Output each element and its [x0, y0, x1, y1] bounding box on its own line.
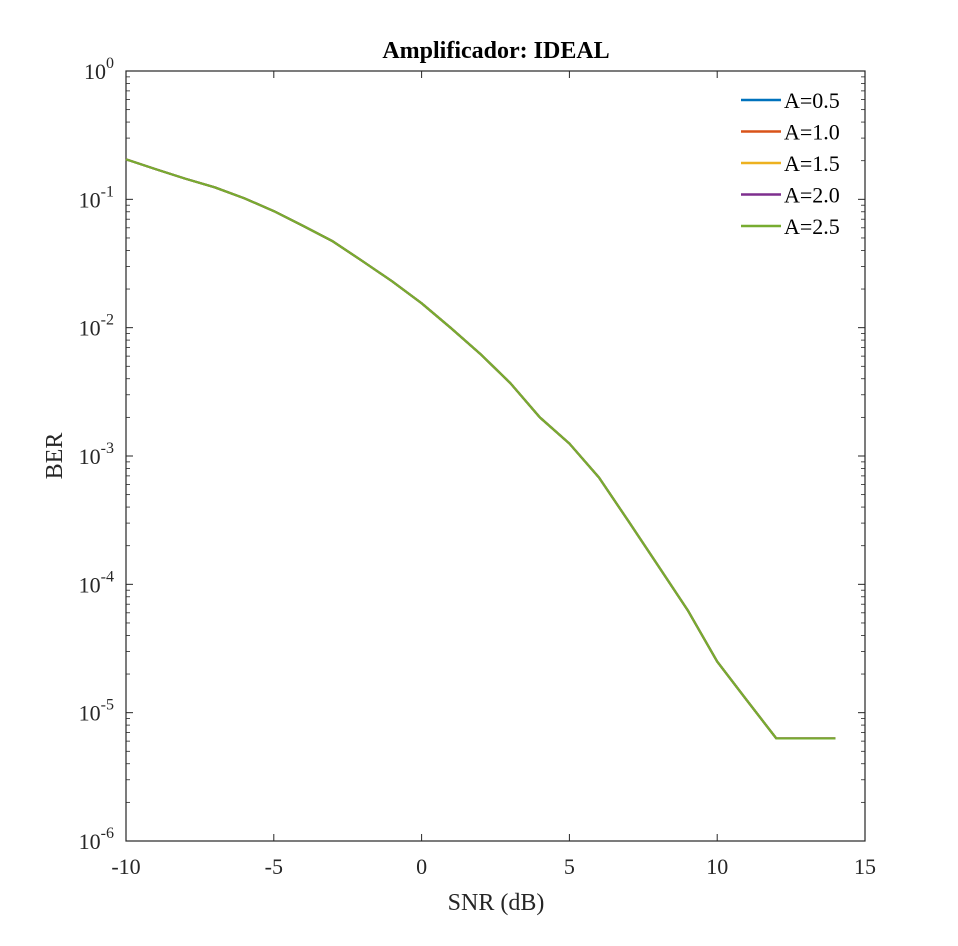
- y-tick-label: 10-2: [79, 312, 114, 341]
- y-tick-base: 10: [79, 444, 101, 469]
- y-axis-label: BER: [42, 433, 68, 480]
- plot-area: [125, 70, 866, 842]
- x-tick-label: -10: [111, 854, 140, 879]
- y-tick-exponent: 0: [106, 55, 114, 72]
- y-tick-base: 10: [84, 59, 106, 84]
- legend-label: A=1.0: [784, 120, 840, 145]
- legend-label: A=2.0: [784, 183, 840, 208]
- x-tick-label: 15: [854, 854, 876, 879]
- x-tick-label: -5: [265, 854, 283, 879]
- y-tick-label: 100: [84, 55, 114, 84]
- x-tick-label: 0: [416, 854, 427, 879]
- chart-title: Amplificador: IDEAL: [382, 38, 609, 64]
- axes-box: [125, 70, 866, 842]
- legend: A=0.5 A=1.0 A=1.5 A=2.0 A=2.5: [741, 88, 840, 239]
- x-tick-label: 10: [706, 854, 728, 879]
- y-tick-base: 10: [79, 701, 101, 726]
- y-tick-label: 10-6: [79, 825, 114, 854]
- series-line-a-2-5: [125, 158, 836, 740]
- x-axis: -10 -5 0 5 10 15: [111, 71, 876, 879]
- y-tick-label: 10-3: [79, 440, 114, 469]
- y-tick-exponent: -2: [101, 312, 114, 329]
- y-tick-exponent: -4: [101, 568, 114, 585]
- y-tick-base: 10: [79, 572, 101, 597]
- y-tick-label: 10-4: [79, 568, 114, 597]
- y-tick-label: 10-5: [79, 697, 114, 726]
- legend-label: A=2.5: [784, 214, 840, 239]
- y-tick-base: 10: [79, 316, 101, 341]
- legend-label: A=0.5: [784, 88, 840, 113]
- y-tick-label: 10-1: [79, 183, 114, 212]
- y-tick-exponent: -3: [101, 440, 114, 457]
- y-tick-base: 10: [79, 829, 101, 854]
- legend-label: A=1.5: [784, 151, 840, 176]
- x-tick-label: 5: [564, 854, 575, 879]
- y-tick-base: 10: [79, 187, 101, 212]
- y-tick-exponent: -5: [101, 697, 114, 714]
- y-tick-exponent: -6: [101, 825, 114, 842]
- y-tick-exponent: -1: [101, 183, 114, 200]
- series-layer: [125, 158, 836, 740]
- x-axis-label: SNR (dB): [448, 890, 545, 916]
